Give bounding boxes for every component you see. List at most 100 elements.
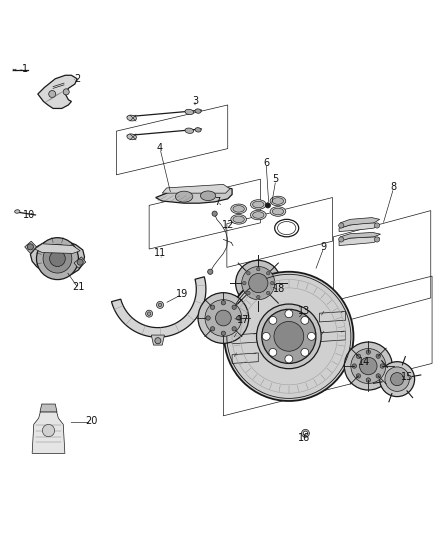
Circle shape — [266, 271, 270, 275]
Ellipse shape — [270, 196, 286, 206]
Text: 21: 21 — [72, 282, 85, 293]
Polygon shape — [35, 244, 80, 253]
Circle shape — [215, 310, 231, 326]
Circle shape — [247, 291, 250, 295]
Text: 8: 8 — [391, 182, 397, 192]
Circle shape — [303, 431, 307, 435]
Circle shape — [356, 374, 360, 378]
Circle shape — [339, 237, 344, 242]
Circle shape — [257, 268, 260, 271]
Polygon shape — [38, 75, 77, 108]
Text: 14: 14 — [358, 357, 370, 367]
Circle shape — [155, 338, 161, 344]
Polygon shape — [40, 404, 57, 412]
Circle shape — [266, 291, 270, 295]
Circle shape — [247, 271, 250, 275]
Ellipse shape — [251, 200, 266, 209]
Polygon shape — [232, 333, 258, 344]
Ellipse shape — [195, 127, 201, 132]
Circle shape — [269, 349, 277, 356]
Text: 20: 20 — [85, 416, 98, 426]
Polygon shape — [276, 322, 302, 333]
Polygon shape — [340, 232, 381, 241]
Text: 5: 5 — [272, 174, 279, 184]
Circle shape — [36, 238, 78, 280]
Polygon shape — [155, 187, 232, 203]
Circle shape — [301, 430, 309, 437]
Circle shape — [262, 309, 316, 364]
Polygon shape — [232, 353, 258, 364]
Circle shape — [301, 317, 309, 324]
Circle shape — [339, 223, 344, 228]
Circle shape — [356, 354, 360, 358]
Circle shape — [237, 316, 241, 320]
Polygon shape — [319, 331, 346, 342]
Text: 19: 19 — [176, 288, 188, 298]
Circle shape — [385, 367, 410, 391]
Circle shape — [380, 362, 415, 397]
Circle shape — [146, 310, 152, 317]
Circle shape — [224, 272, 353, 401]
Text: 6: 6 — [263, 158, 269, 167]
Text: 18: 18 — [273, 284, 286, 294]
Circle shape — [366, 378, 371, 382]
Text: 1: 1 — [21, 64, 28, 74]
Circle shape — [274, 321, 304, 351]
Circle shape — [221, 301, 226, 305]
Ellipse shape — [270, 207, 286, 216]
Circle shape — [374, 223, 380, 228]
Circle shape — [49, 251, 65, 266]
Circle shape — [285, 310, 293, 318]
Ellipse shape — [231, 204, 247, 214]
Text: 7: 7 — [214, 197, 220, 207]
Polygon shape — [112, 277, 206, 337]
Ellipse shape — [185, 109, 194, 115]
Circle shape — [42, 424, 55, 437]
Circle shape — [156, 302, 163, 309]
Ellipse shape — [14, 209, 20, 213]
Polygon shape — [340, 217, 380, 228]
Circle shape — [212, 211, 217, 216]
Circle shape — [352, 364, 357, 368]
Circle shape — [257, 304, 321, 369]
Ellipse shape — [251, 210, 266, 220]
Circle shape — [262, 333, 270, 340]
Text: 3: 3 — [192, 96, 198, 107]
Polygon shape — [74, 257, 86, 268]
Ellipse shape — [201, 191, 216, 200]
Circle shape — [307, 333, 315, 340]
Text: 12: 12 — [222, 220, 234, 230]
Circle shape — [208, 269, 213, 274]
Ellipse shape — [272, 208, 284, 215]
Ellipse shape — [272, 198, 284, 204]
Circle shape — [27, 244, 33, 250]
Ellipse shape — [233, 216, 244, 223]
Circle shape — [205, 300, 242, 336]
Polygon shape — [151, 335, 164, 345]
Circle shape — [265, 203, 271, 208]
Circle shape — [360, 357, 377, 375]
Ellipse shape — [127, 115, 137, 121]
Text: 11: 11 — [154, 248, 166, 259]
Polygon shape — [162, 184, 230, 193]
Text: 13: 13 — [298, 306, 310, 316]
Circle shape — [285, 355, 293, 363]
Polygon shape — [319, 311, 346, 322]
Circle shape — [269, 317, 277, 324]
Circle shape — [221, 331, 226, 335]
Ellipse shape — [185, 128, 194, 133]
Polygon shape — [30, 240, 85, 276]
Text: 15: 15 — [401, 372, 413, 382]
Circle shape — [351, 349, 386, 384]
Circle shape — [344, 342, 392, 390]
Circle shape — [366, 350, 371, 354]
Circle shape — [376, 354, 380, 358]
Circle shape — [77, 259, 83, 265]
Circle shape — [374, 237, 380, 242]
Polygon shape — [339, 237, 380, 246]
Circle shape — [271, 281, 274, 285]
Circle shape — [198, 293, 249, 343]
Circle shape — [232, 305, 237, 309]
Text: 9: 9 — [321, 242, 327, 252]
Circle shape — [206, 316, 210, 320]
